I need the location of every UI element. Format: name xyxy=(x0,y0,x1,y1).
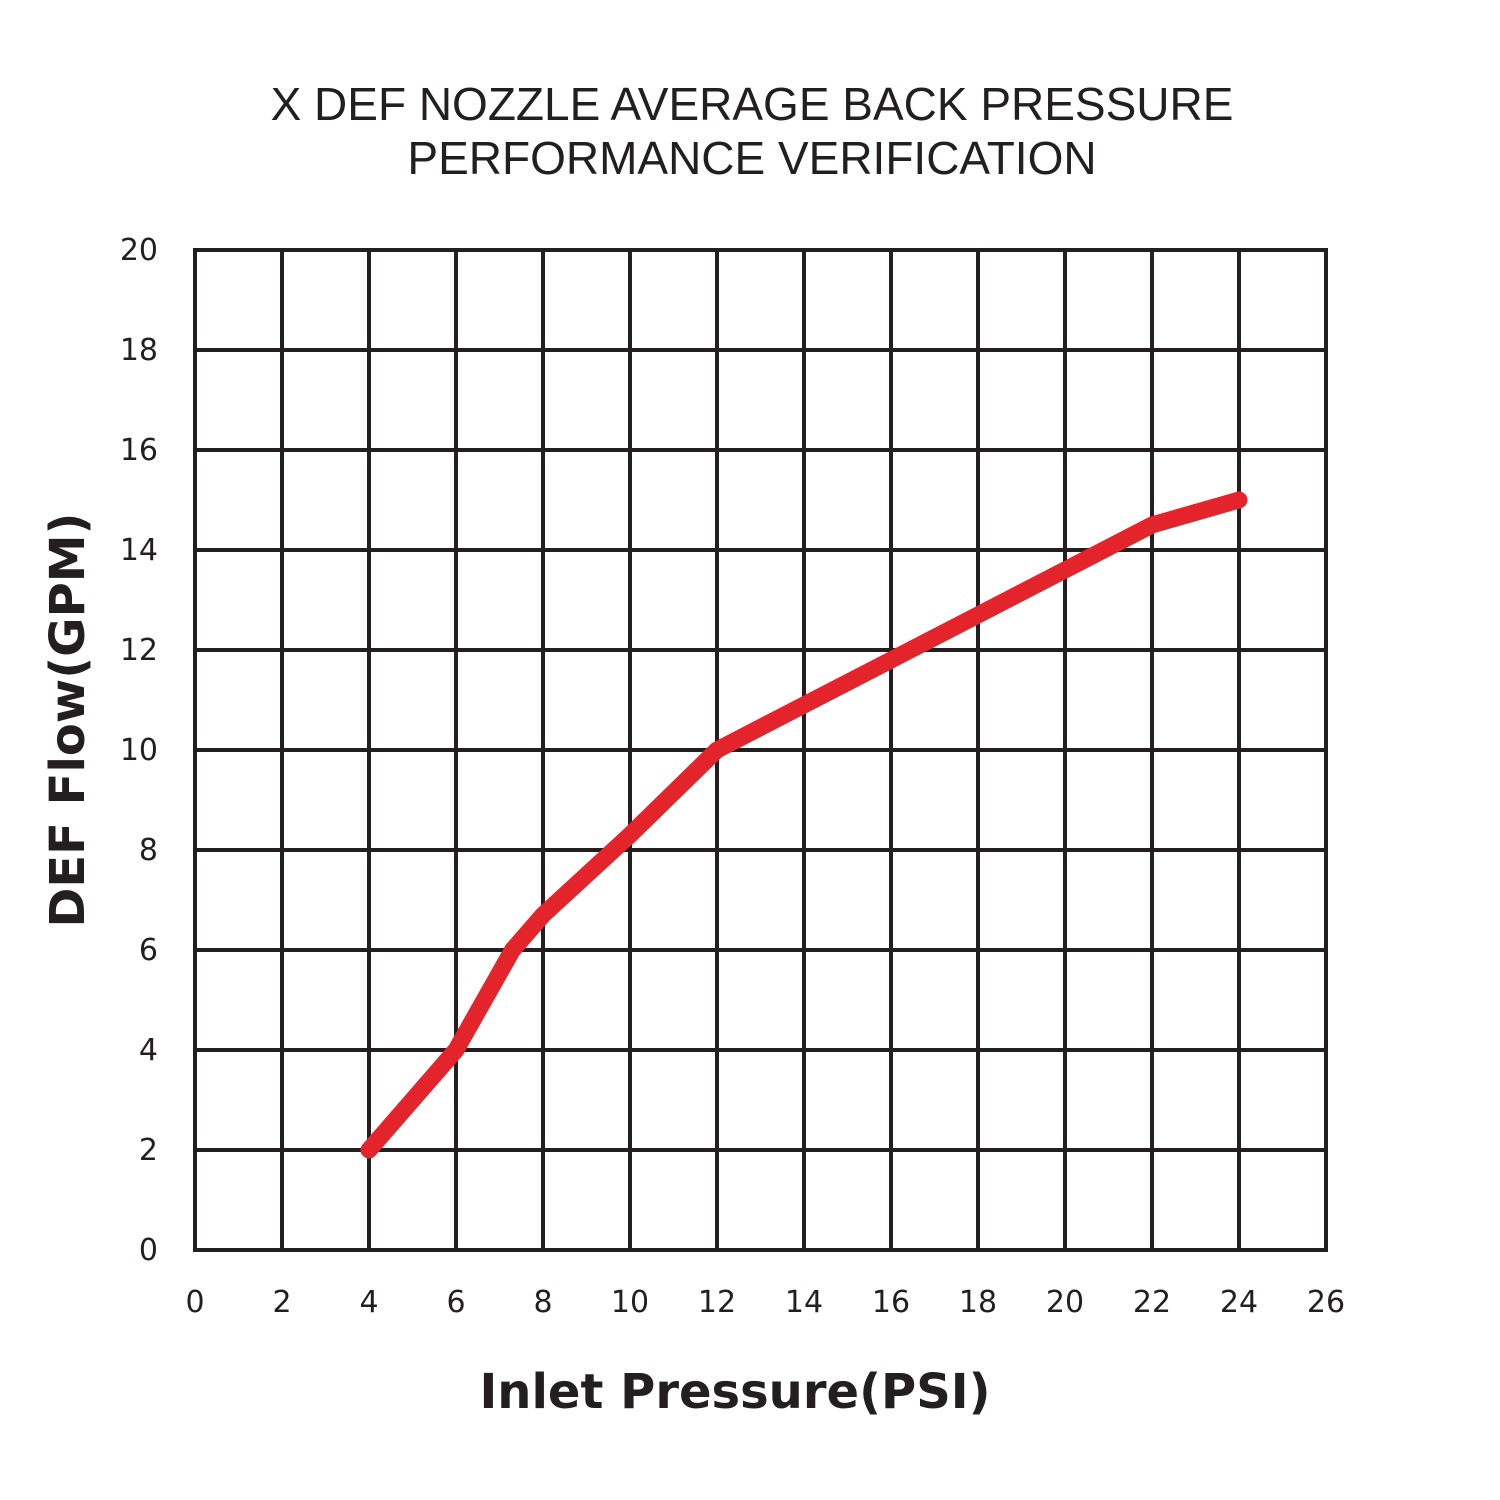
x-tick-label: 22 xyxy=(1133,1285,1171,1320)
y-tick-label: 14 xyxy=(120,533,158,568)
x-tick-label: 4 xyxy=(359,1285,378,1320)
chart-title-line-1: X DEF NOZZLE AVERAGE BACK PRESSURE xyxy=(271,78,1234,130)
x-tick-label: 20 xyxy=(1046,1285,1084,1320)
y-tick-label: 12 xyxy=(120,633,158,668)
x-axis-title: Inlet Pressure(PSI) xyxy=(479,1364,990,1420)
x-tick-label: 18 xyxy=(959,1285,997,1320)
y-tick-label: 16 xyxy=(120,433,158,468)
y-tick-label: 10 xyxy=(120,733,158,768)
y-tick-label: 18 xyxy=(120,333,158,368)
y-tick-label: 4 xyxy=(139,1033,158,1068)
series-line-0 xyxy=(360,491,1248,1159)
x-tick-label: 2 xyxy=(272,1285,291,1320)
y-tick-label: 6 xyxy=(139,933,158,968)
x-axis-ticks: 0 2 4 6 8 10 12 14 16 18 20 22 24 26 xyxy=(185,1285,1345,1320)
y-tick-label: 20 xyxy=(120,233,158,268)
y-tick-label: 0 xyxy=(139,1233,158,1268)
y-tick-label: 8 xyxy=(139,833,158,868)
y-axis-ticks: 0 2 4 6 8 10 12 14 16 18 20 xyxy=(120,233,158,1268)
x-tick-label: 8 xyxy=(533,1285,552,1320)
x-tick-label: 26 xyxy=(1307,1285,1345,1320)
x-tick-label: 14 xyxy=(785,1285,823,1320)
x-tick-label: 16 xyxy=(872,1285,910,1320)
x-tick-label: 24 xyxy=(1220,1285,1258,1320)
x-tick-label: 6 xyxy=(446,1285,465,1320)
plot-grid xyxy=(193,248,1328,1252)
plot-frame xyxy=(193,248,1328,1252)
y-tick-label: 2 xyxy=(139,1133,158,1168)
x-tick-label: 12 xyxy=(698,1285,736,1320)
plot-series xyxy=(360,491,1248,1159)
x-tick-label: 0 xyxy=(185,1285,204,1320)
chart-title-line-2: PERFORMANCE VERIFICATION xyxy=(407,132,1096,184)
x-tick-label: 10 xyxy=(611,1285,649,1320)
y-axis-title: DEF Flow(GPM) xyxy=(40,513,96,928)
